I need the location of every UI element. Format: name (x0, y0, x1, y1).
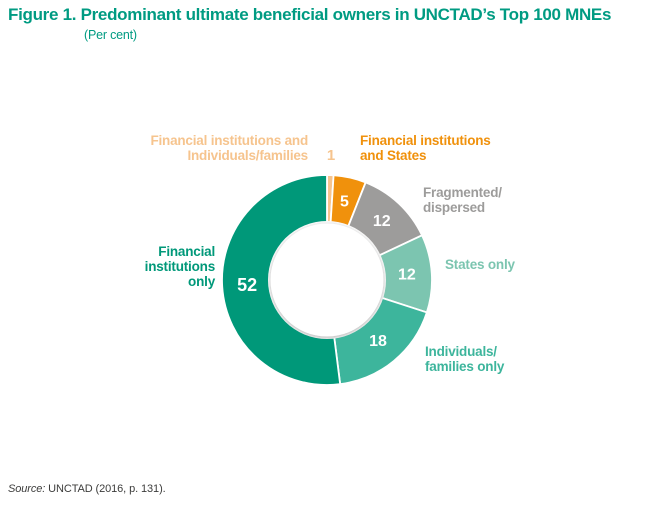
figure-unit-subtitle: (Per cent) (84, 28, 137, 42)
value-financial-institutions-and-individuals: 1 (326, 147, 336, 164)
label-financial-institutions-only: Financial institutions only (144, 244, 216, 289)
label-states-only: States only (445, 257, 515, 272)
segment-value: 52 (237, 275, 257, 295)
segment-value: 5 (340, 193, 349, 210)
label-individuals-families-only: Individuals/ families only (425, 344, 505, 374)
label-financial-institutions-and-individuals: Financial institutions and Individuals/f… (150, 133, 308, 163)
source-label: Source: (8, 483, 46, 495)
figure-title: Figure 1. Predominant ultimate beneficia… (8, 5, 612, 24)
label-financial-institutions-and-states: Financial institutions and States (360, 133, 491, 163)
label-fragmented-dispersed: Fragmented/ dispersed (423, 185, 502, 215)
segment-value: 18 (369, 333, 387, 350)
source-note: Source: UNCTAD (2016, p. 131). (8, 483, 166, 495)
segment-value: 12 (373, 213, 391, 230)
segment-value: 12 (398, 266, 416, 283)
donut-inner-disc (270, 223, 384, 337)
source-text: UNCTAD (2016, p. 131). (45, 483, 166, 495)
